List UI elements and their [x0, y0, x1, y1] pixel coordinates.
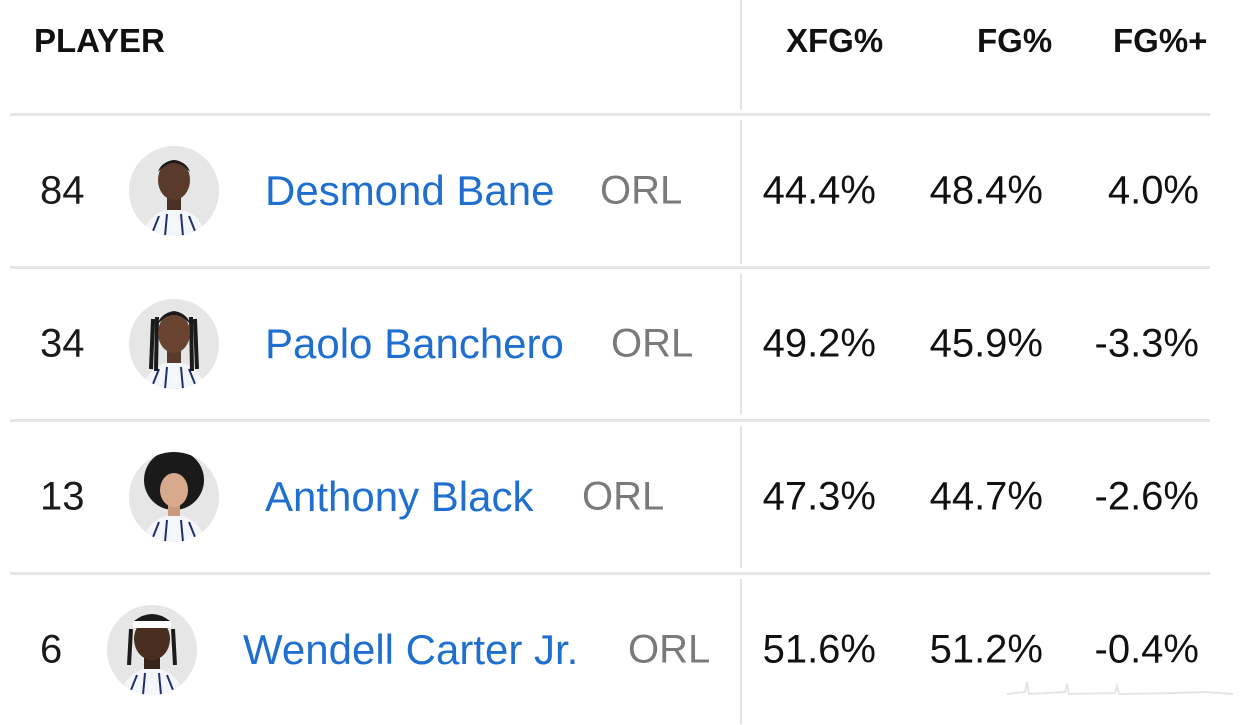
- player-name-link[interactable]: Desmond Bane: [265, 167, 555, 214]
- player-avatar[interactable]: [129, 299, 219, 389]
- xfg-value: 44.4%: [762, 168, 876, 213]
- column-divider: [740, 120, 742, 264]
- column-header-xfg[interactable]: XFG%: [786, 22, 884, 59]
- table-row[interactable]: 84 Desmond Bane ORL 44.4% 48.4% 4.0%: [0, 116, 1246, 266]
- column-divider: [740, 0, 742, 110]
- column-header-player[interactable]: PLAYER: [34, 22, 165, 59]
- player-name-link[interactable]: Paolo Banchero: [265, 320, 564, 367]
- table-header: PLAYER XFG% FG% FG%+: [0, 0, 1246, 114]
- player-headshot-icon: [107, 605, 197, 695]
- team-abbr: ORL: [628, 627, 711, 672]
- row-divider: [10, 113, 1210, 116]
- player-name-link[interactable]: Anthony Black: [265, 473, 534, 520]
- team-abbr: ORL: [611, 321, 694, 366]
- player-name-link[interactable]: Wendell Carter Jr.: [243, 626, 579, 673]
- player-avatar[interactable]: [107, 605, 197, 695]
- column-divider: [740, 273, 742, 415]
- player-headshot-icon: [129, 146, 219, 236]
- player-number: 13: [40, 474, 85, 519]
- xfg-value: 49.2%: [762, 321, 876, 366]
- fgplus-value: -3.3%: [1094, 321, 1200, 366]
- fgplus-value: -2.6%: [1094, 474, 1200, 519]
- xfg-value: 47.3%: [762, 474, 876, 519]
- player-headshot-icon: [129, 452, 219, 542]
- row-divider: [10, 419, 1210, 422]
- fg-value: 45.9%: [929, 321, 1043, 366]
- column-header-fgplus[interactable]: FG%+: [1113, 22, 1208, 59]
- fgplus-value: 4.0%: [1107, 168, 1199, 213]
- xfg-value: 51.6%: [762, 627, 876, 672]
- team-abbr: ORL: [600, 168, 683, 213]
- row-divider: [10, 266, 1210, 269]
- fgplus-value: -0.4%: [1094, 627, 1200, 672]
- player-avatar[interactable]: [129, 452, 219, 542]
- fg-value: 48.4%: [929, 168, 1043, 213]
- column-divider: [740, 579, 742, 724]
- player-avatar[interactable]: [129, 146, 219, 236]
- row-divider: [10, 572, 1210, 575]
- table-row[interactable]: 13 Anthony Black ORL 47.3% 44.7% -2.6%: [0, 422, 1246, 572]
- column-header-fg[interactable]: FG%: [977, 22, 1053, 59]
- player-number: 6: [40, 627, 63, 672]
- table-row[interactable]: 6 Wendell Carter Jr. ORL 51.6% 51.2% -0.…: [0, 575, 1246, 725]
- player-number: 34: [40, 321, 85, 366]
- watermark-icon: [1006, 681, 1234, 696]
- fg-value: 51.2%: [929, 627, 1043, 672]
- player-headshot-icon: [129, 299, 219, 389]
- team-abbr: ORL: [582, 474, 665, 519]
- fg-value: 44.7%: [929, 474, 1043, 519]
- table-row[interactable]: 34 Paolo Banchero ORL 49.2% 45.9% -3.3%: [0, 269, 1246, 419]
- column-divider: [740, 426, 742, 568]
- player-number: 84: [40, 168, 85, 213]
